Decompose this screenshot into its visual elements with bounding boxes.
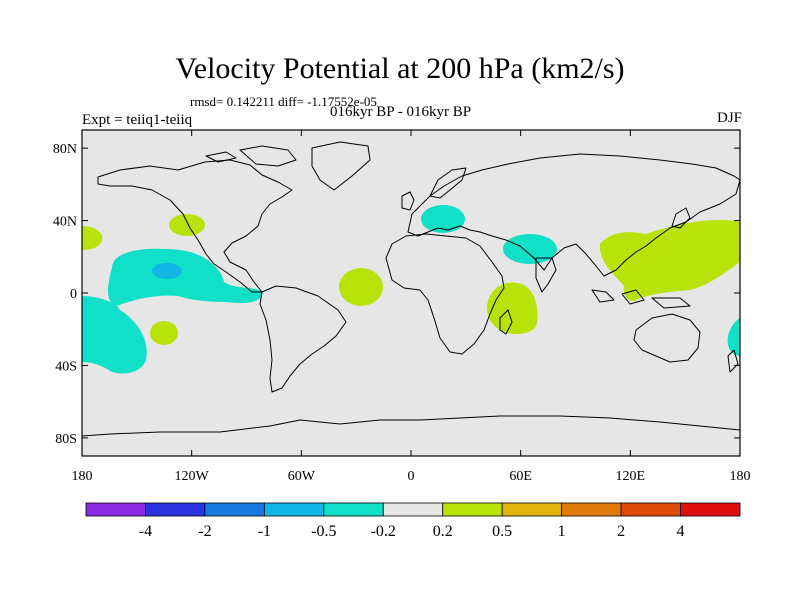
coast-north-america [97, 159, 293, 293]
lon-tick-label: 60W [288, 469, 316, 484]
experiment-label: Expt = teiiq1-teiiq [82, 112, 193, 128]
positive-region-dateline-north [82, 226, 103, 250]
lat-tick-label: 40S [55, 359, 77, 374]
lat-tick-label: 0 [70, 287, 77, 302]
colorbar-label: -1 [258, 523, 271, 540]
coast-india [535, 257, 557, 293]
colorbar-label: 0.5 [492, 523, 512, 540]
lon-tick-label: 120E [616, 469, 646, 484]
colorbar-label: 0.2 [433, 523, 453, 540]
lat-tick-label: 80N [53, 142, 77, 157]
lat-tick-label: 40N [53, 215, 77, 230]
subtitle: 016kyr BP - 016kyr BP [330, 104, 472, 120]
coast-new-zealand [727, 349, 739, 373]
rmsd-text: rmsd= 0.142211 diff= -1.17552e-05 [190, 94, 377, 109]
lon-tick-label: 180 [730, 469, 751, 484]
colorbar-swatch [442, 502, 503, 517]
lon-tick-label: 180 [72, 469, 93, 484]
negative-region-europe [421, 205, 465, 233]
lon-tick-label: 120W [175, 469, 210, 484]
positive-region-atlantic [339, 268, 383, 306]
coast-greenland [311, 141, 371, 191]
coast-japan [671, 207, 691, 229]
longitude-axis: 180 120W 60W 0 60E 120E 180 [72, 130, 751, 484]
colorbar-swatch [382, 502, 444, 517]
positive-region-west-pacific [599, 220, 740, 302]
coast-eurasia [407, 153, 740, 277]
negative-region-east-pacific [108, 248, 262, 306]
colorbar-label: -0.5 [311, 523, 336, 540]
colorbar-swatch [620, 502, 681, 517]
coast-scandinavia [429, 167, 467, 199]
negative-region-south-pacific [82, 296, 147, 374]
colorbar-label: 4 [677, 523, 685, 540]
colorbar-swatch [85, 502, 146, 517]
lon-tick-label: 60E [509, 469, 532, 484]
colorbar-label: -4 [139, 523, 152, 540]
coast-antarctica [82, 415, 740, 437]
colorbar-swatch [323, 502, 384, 517]
coast-australia [633, 313, 701, 363]
coast-south-america [259, 285, 347, 393]
coast-indonesia [591, 289, 691, 309]
lon-tick-label: 0 [408, 469, 415, 484]
coast-uk [401, 191, 415, 211]
lat-tick-label: 80S [55, 432, 77, 447]
colorbar-label: -0.2 [371, 523, 396, 540]
negative-region-pacific-core [152, 263, 182, 279]
season-label: DJF [716, 110, 742, 126]
colorbar-swatch [145, 502, 206, 517]
coast-africa [385, 233, 505, 355]
coast-madagascar [499, 309, 513, 335]
colorbar-labels: -4 -2 -1 -0.5 -0.2 0.2 0.5 1 2 4 [139, 523, 685, 540]
colorbar-label: 2 [617, 523, 625, 540]
positive-region-north-pacific [169, 214, 205, 236]
colorbar-swatch [263, 502, 325, 517]
colorbar-swatch [680, 502, 741, 517]
colorbar [85, 502, 741, 517]
map-title: Velocity Potential at 200 hPa (km2/s) [175, 52, 625, 85]
colorbar-label: 1 [558, 523, 566, 540]
colorbar-swatch [561, 502, 622, 517]
coastlines [82, 141, 740, 437]
colorbar-label: -2 [198, 523, 211, 540]
colorbar-swatch [204, 502, 265, 517]
coast-arctic-islands [205, 145, 297, 167]
colorbar-swatch [501, 502, 563, 517]
positive-region-south-pacific [150, 321, 178, 345]
negative-region-far-east [727, 318, 740, 356]
negative-region-arabia [503, 234, 557, 264]
latitude-axis: 80N 40N 0 40S 80S [53, 142, 740, 447]
